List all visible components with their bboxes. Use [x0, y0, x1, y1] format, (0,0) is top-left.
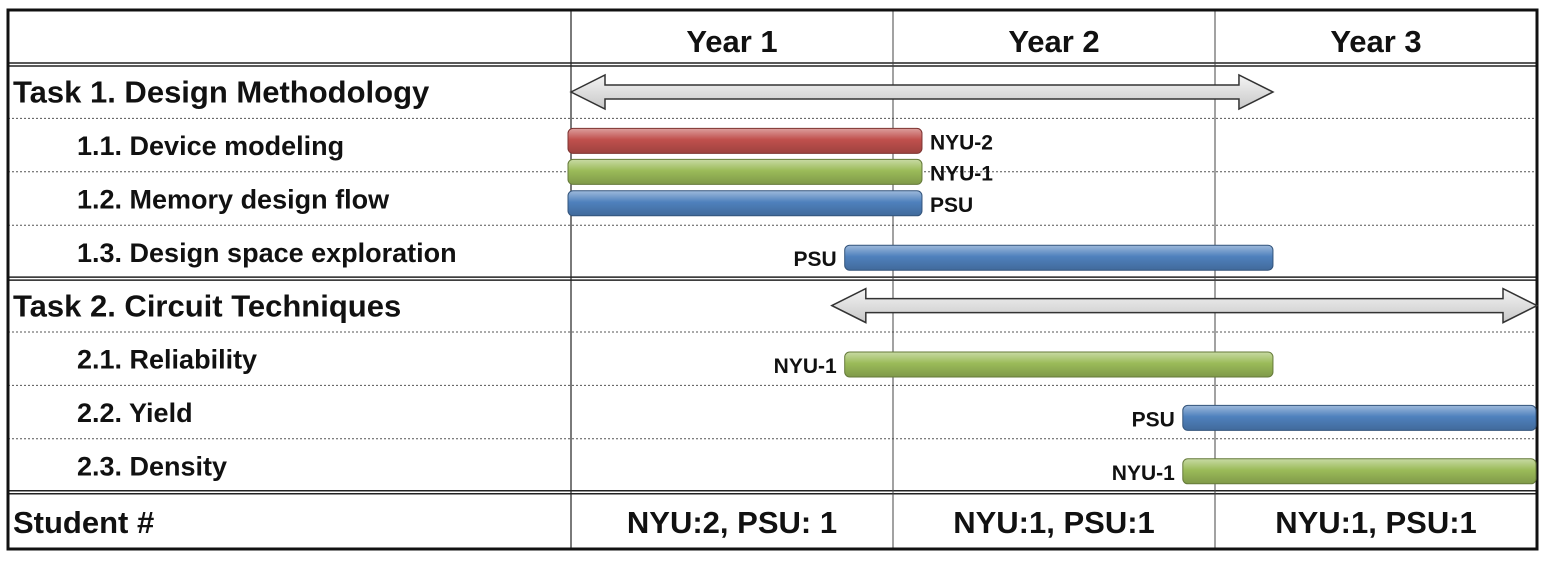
table-frame [6, 8, 1539, 551]
task-span-arrow [830, 287, 1539, 324]
bar-label: NYU-2 [930, 131, 993, 154]
student-count-value: NYU:2, PSU: 1 [627, 505, 837, 540]
subtask-label: 2.2. Yield [77, 398, 193, 428]
bar-label: NYU-1 [930, 162, 993, 185]
gantt-bar [844, 351, 1274, 378]
student-count-value: NYU:1, PSU:1 [1275, 505, 1477, 540]
bar-label: NYU-1 [1112, 462, 1175, 485]
task-label: Task 2. Circuit Techniques [13, 288, 401, 323]
bar-label: PSU [930, 194, 973, 217]
gantt-bar [567, 158, 923, 185]
student-count-label: Student # [13, 505, 154, 540]
subtask-label: 1.2. Memory design flow [77, 185, 390, 215]
student-count-value: NYU:1, PSU:1 [953, 505, 1155, 540]
gantt-bar [567, 127, 923, 154]
subtask-label: 2.3. Density [77, 452, 227, 482]
bar-label: PSU [1132, 408, 1175, 431]
year-header: Year 3 [1330, 24, 1421, 59]
year-header: Year 2 [1008, 24, 1099, 59]
subtask-label: 1.3. Design space exploration [77, 238, 457, 268]
subtask-label: 1.1. Device modeling [77, 131, 344, 161]
subtask-label: 2.1. Reliability [77, 345, 257, 375]
gantt-bar [567, 190, 923, 217]
year-header: Year 1 [686, 24, 777, 59]
task-span-arrow [569, 73, 1275, 111]
gantt-bar [1182, 404, 1537, 431]
task-label: Task 1. Design Methodology [13, 75, 430, 110]
gantt-bar [1182, 458, 1537, 485]
gantt-bar [844, 244, 1274, 271]
bar-label: PSU [794, 248, 837, 271]
bar-label: NYU-1 [774, 355, 837, 378]
